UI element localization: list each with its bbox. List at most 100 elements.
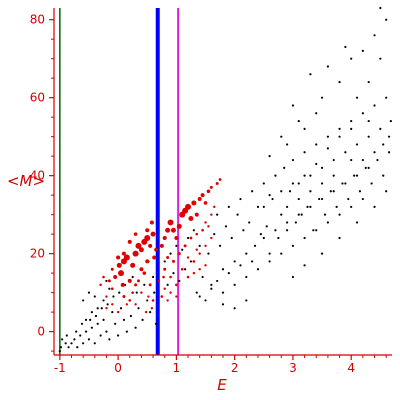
data-point — [355, 143, 359, 146]
data-point — [224, 225, 228, 228]
data-point — [148, 283, 152, 287]
data-point — [90, 326, 93, 329]
data-point — [107, 279, 111, 283]
data-point — [201, 228, 204, 232]
data-point — [134, 283, 138, 287]
data-point — [338, 236, 341, 240]
data-point — [291, 104, 295, 107]
data-point — [154, 322, 158, 325]
data-point — [144, 235, 151, 242]
data-point — [195, 232, 199, 236]
data-point — [245, 299, 248, 302]
data-point — [172, 272, 175, 275]
y-tick-label: 0 — [37, 325, 45, 339]
data-point — [176, 223, 182, 229]
data-point — [268, 260, 271, 263]
x-tick-label: 1 — [173, 361, 181, 375]
data-point — [159, 243, 164, 248]
reference-lines — [59, 8, 180, 355]
data-point — [178, 279, 181, 283]
data-point — [144, 310, 148, 314]
data-point — [344, 45, 347, 49]
data-point — [166, 283, 169, 286]
data-point — [116, 310, 120, 314]
data-point — [233, 307, 236, 310]
data-point — [162, 236, 167, 241]
data-point — [204, 221, 207, 224]
data-point — [382, 174, 385, 177]
data-point — [80, 322, 84, 325]
data-point — [387, 151, 391, 154]
data-point — [175, 244, 178, 247]
data-point — [192, 260, 196, 263]
data-point — [165, 227, 171, 233]
data-point — [167, 219, 174, 226]
data-point — [75, 330, 78, 333]
data-point — [227, 272, 230, 275]
data-point — [135, 242, 142, 249]
data-point — [99, 283, 102, 287]
data-point — [288, 190, 292, 193]
data-point — [198, 244, 201, 247]
data-point — [210, 236, 213, 240]
data-point — [350, 158, 353, 162]
data-point — [280, 190, 283, 193]
data-point — [364, 166, 367, 169]
data-point — [186, 236, 190, 240]
data-point — [291, 244, 295, 247]
data-point — [277, 236, 280, 240]
data-point — [58, 350, 61, 353]
data-point — [242, 229, 245, 232]
data-point — [320, 96, 324, 99]
data-point — [361, 197, 364, 201]
data-point — [145, 228, 150, 233]
data-point — [150, 231, 156, 237]
data-point — [189, 260, 193, 263]
y-axis-label: <M> — [7, 172, 45, 190]
data-point — [303, 151, 306, 154]
data-point — [303, 264, 306, 267]
data-point — [185, 203, 192, 210]
data-point — [361, 112, 364, 115]
data-point — [355, 96, 359, 99]
data-point — [160, 295, 164, 298]
data-point — [197, 197, 202, 202]
data-point — [87, 338, 91, 341]
data-point — [350, 57, 353, 60]
data-point — [268, 155, 271, 158]
data-point — [147, 295, 150, 298]
data-point — [291, 182, 295, 185]
data-point — [350, 205, 353, 208]
data-point — [300, 213, 303, 216]
data-point — [150, 307, 154, 310]
data-point — [125, 303, 129, 306]
data-point — [309, 174, 312, 177]
data-point — [189, 236, 193, 240]
data-point — [116, 255, 121, 260]
data-point — [341, 182, 344, 185]
data-point — [76, 346, 79, 349]
data-point — [112, 295, 115, 298]
data-point — [320, 182, 324, 185]
data-point — [157, 279, 161, 283]
data-point — [280, 135, 283, 138]
data-point — [262, 205, 265, 208]
data-point — [379, 6, 382, 10]
data-point — [315, 143, 318, 146]
data-points — [58, 6, 392, 353]
data-point — [286, 221, 289, 224]
data-point — [195, 248, 198, 251]
data-point — [344, 182, 347, 185]
data-point — [338, 80, 341, 84]
data-point — [89, 318, 92, 322]
data-point — [94, 314, 98, 318]
data-point — [274, 174, 277, 177]
data-point — [93, 295, 96, 298]
data-point — [170, 227, 176, 233]
y-tick-label: 60 — [30, 91, 45, 105]
data-point — [332, 190, 335, 193]
data-point — [210, 213, 213, 216]
data-point — [132, 250, 139, 257]
data-point — [320, 252, 324, 255]
data-point — [137, 307, 140, 310]
